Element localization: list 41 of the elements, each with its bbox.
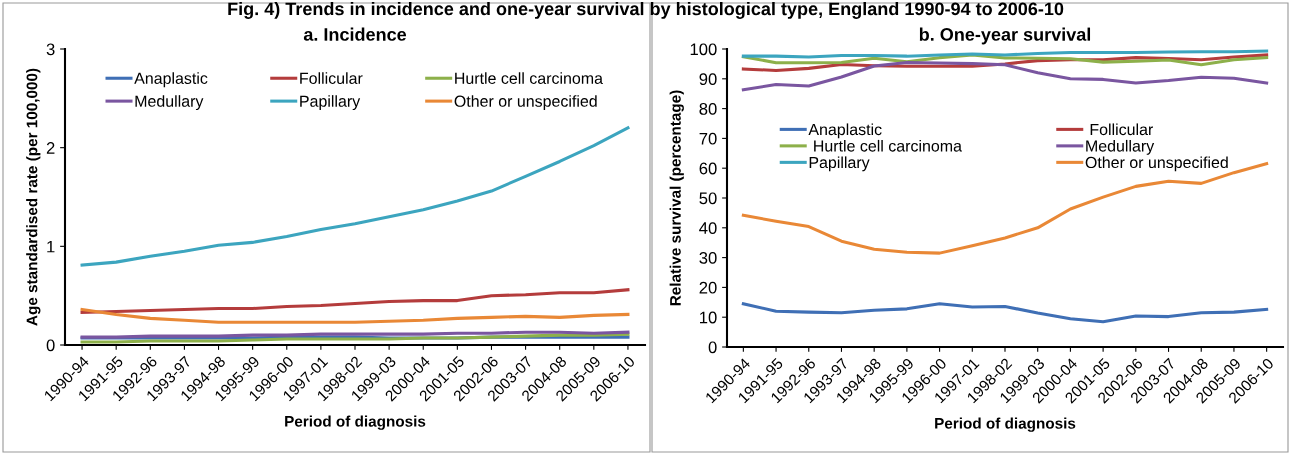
chart-title: b. One-year survival <box>919 27 1091 45</box>
y-tick-label: 100 <box>690 43 717 56</box>
legend-label: Medullary <box>1086 139 1155 155</box>
legend-label: Follicular <box>300 72 363 84</box>
legend-label: Hurtle cell carcinoma <box>455 72 603 84</box>
y-tick-label: 30 <box>699 252 717 264</box>
y-tick-label: 60 <box>699 162 717 175</box>
y-tick-label: 0 <box>708 341 717 354</box>
y-tick-label: 90 <box>699 73 717 85</box>
legend-label: Anaplastic <box>808 123 882 139</box>
legend-label: Papillary <box>300 95 361 111</box>
line-series <box>80 126 630 267</box>
caption: Fig. 4) Trends in incidence and one-year survival by histological type, England 1990-94 to 2006-10 <box>228 2 1064 19</box>
y-axis-title: Relative survival (percentage) <box>669 90 684 306</box>
line-series <box>741 60 1269 92</box>
y-tick-label: 10 <box>700 311 717 324</box>
chart-title: a. Incidence <box>303 27 407 41</box>
legend-label: Other or unspecified <box>454 95 597 111</box>
y-tick-label: 1 <box>47 240 55 253</box>
line-series <box>80 288 630 314</box>
y-tick-label: 0 <box>46 339 55 352</box>
y-tick-label: 50 <box>699 192 717 205</box>
legend-label: Medullary <box>135 95 204 111</box>
line-series <box>80 332 630 344</box>
line-series <box>741 302 1269 324</box>
legend-label: Hurtle cell carcinoma <box>814 139 962 152</box>
y-tick-label: 3 <box>46 43 55 56</box>
y-tick-label: 80 <box>699 103 717 115</box>
legend-label: Papillary <box>809 156 870 172</box>
line-series <box>80 307 630 324</box>
y-axis-title: Age standardised rate (per 100,000) <box>26 68 41 326</box>
legend-label: Follicular <box>1090 123 1154 136</box>
legend-label: Other or unspecified <box>1085 156 1228 172</box>
y-tick-label: 2 <box>46 142 55 154</box>
x-axis-title: Period of diagnosis <box>935 417 1076 432</box>
legend-label: Anaplastic <box>134 72 208 88</box>
y-tick-label: 70 <box>699 132 717 145</box>
line-series <box>741 53 1269 67</box>
x-axis-title: Period of diagnosis <box>285 415 426 430</box>
y-tick-label: 40 <box>699 222 717 234</box>
y-tick-label: 20 <box>699 281 717 294</box>
